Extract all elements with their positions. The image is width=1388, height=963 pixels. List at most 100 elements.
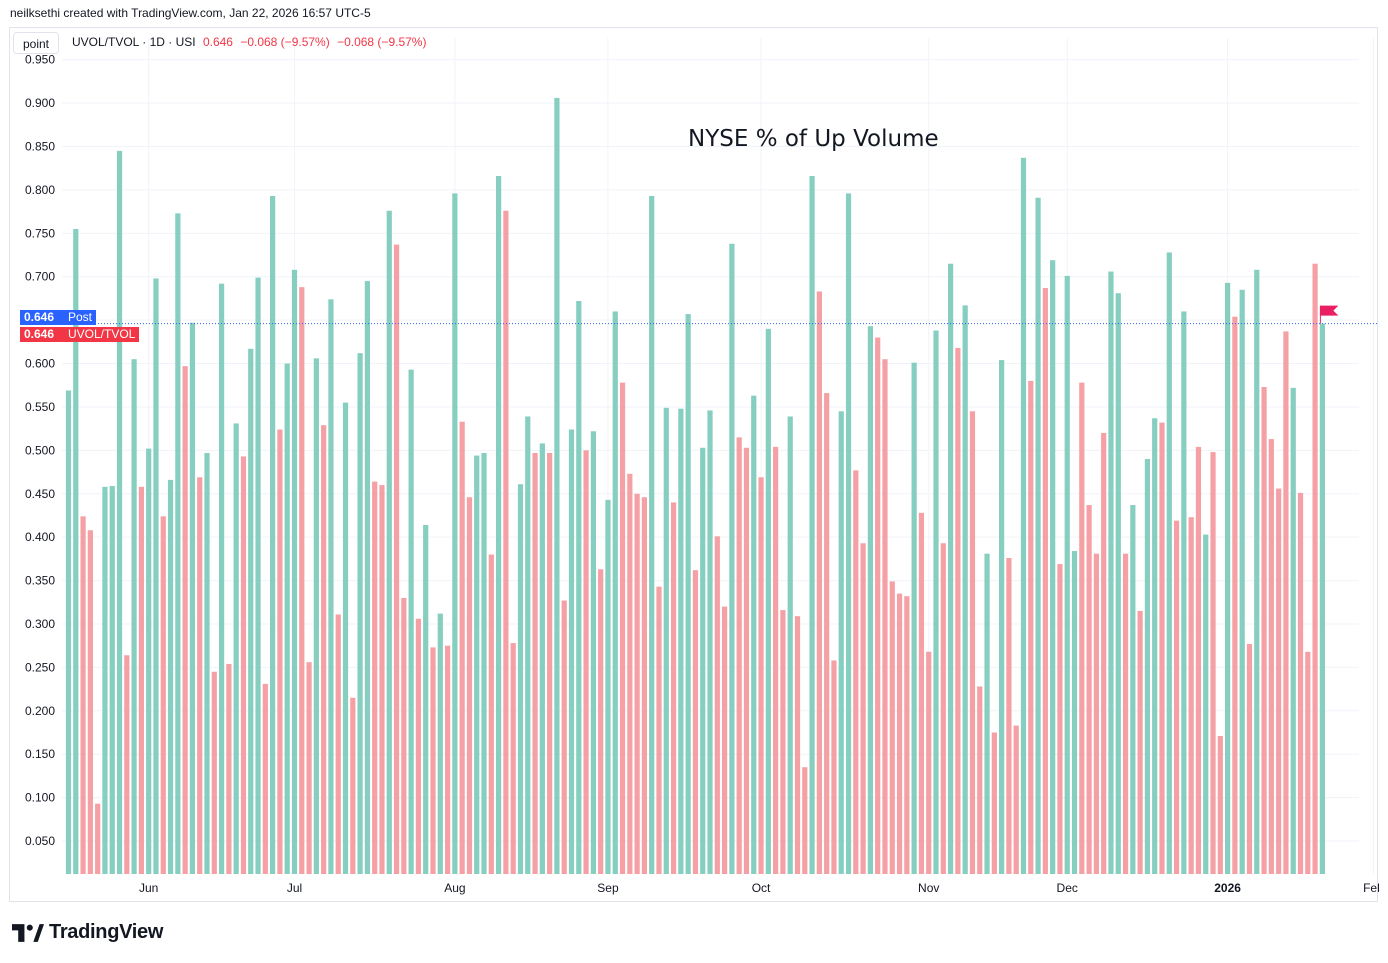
bar <box>911 362 917 874</box>
bar <box>627 473 633 874</box>
bar <box>1210 452 1216 874</box>
bar <box>649 195 655 874</box>
bar <box>218 283 225 874</box>
bar <box>160 516 166 874</box>
bar <box>146 448 152 874</box>
x-tick-label: Aug <box>444 881 465 895</box>
bar <box>444 645 451 874</box>
bar <box>1203 534 1209 874</box>
bar <box>517 484 524 874</box>
bar <box>751 395 757 874</box>
y-tick-label: 0.100 <box>25 791 55 805</box>
chart-title: NYSE % of Up Volume <box>688 126 939 152</box>
bar <box>678 408 684 874</box>
bar <box>1137 610 1143 874</box>
bar <box>350 697 356 874</box>
bar <box>612 311 618 874</box>
bar <box>342 402 349 874</box>
bar <box>109 485 115 874</box>
bar <box>670 502 677 874</box>
bar <box>233 423 239 874</box>
last-price-tag: 0.646 <box>20 327 64 342</box>
bar <box>423 525 429 874</box>
bar <box>1283 331 1289 875</box>
bar <box>437 613 443 874</box>
bar <box>1173 520 1180 874</box>
bar <box>393 244 400 874</box>
bar <box>299 287 305 874</box>
bar <box>1020 157 1027 874</box>
bar <box>1166 252 1172 874</box>
bar <box>1122 553 1129 874</box>
bar <box>313 358 319 875</box>
bar <box>430 647 436 874</box>
tradingview-logo-icon <box>12 923 44 942</box>
bar <box>634 493 640 874</box>
bar <box>1188 517 1194 874</box>
y-tick-label: 0.050 <box>25 834 55 848</box>
bar <box>284 363 290 874</box>
bar <box>1115 293 1121 874</box>
bar <box>262 683 268 874</box>
bar <box>372 481 378 874</box>
bar <box>1239 289 1245 874</box>
bar <box>1108 271 1114 874</box>
bar <box>1086 505 1092 874</box>
bar <box>918 512 925 874</box>
x-tick-label: Jun <box>139 881 158 895</box>
bar <box>65 390 72 874</box>
bar <box>933 330 939 874</box>
bar <box>845 193 852 874</box>
bar <box>466 497 473 874</box>
bar <box>802 767 808 874</box>
bar <box>568 429 575 874</box>
bar <box>386 210 392 874</box>
tradingview-brand: TradingView <box>49 921 164 943</box>
bar <box>736 437 742 874</box>
bar <box>116 150 123 874</box>
bar <box>182 366 188 874</box>
x-tick-label: Feb <box>1363 881 1379 895</box>
bar <box>787 416 793 874</box>
bar <box>1079 382 1085 874</box>
bar <box>955 347 961 874</box>
y-tick-label: 0.300 <box>25 617 55 631</box>
bar <box>977 686 983 874</box>
bar-chart[interactable]: 0.050 0.100 0.150 0.200 0.250 0.300 0.350 0.400… <box>10 28 1379 903</box>
bar <box>1225 282 1231 875</box>
point-button[interactable]: point <box>13 32 59 54</box>
bar <box>838 411 844 874</box>
x-tick-label: Sep <box>597 881 619 895</box>
bar <box>226 663 232 874</box>
bar <box>605 499 611 874</box>
bar <box>270 195 276 874</box>
x-tick-label: Dec <box>1057 881 1078 895</box>
bar <box>1261 386 1267 874</box>
x-tick-label: Nov <box>918 881 939 895</box>
bar <box>1144 459 1151 874</box>
bar <box>95 803 101 874</box>
bar <box>459 421 465 874</box>
bar <box>692 570 699 874</box>
bar <box>291 269 298 874</box>
bar <box>1312 263 1318 874</box>
bar <box>335 614 341 874</box>
flag-icon <box>1320 305 1339 316</box>
bar <box>1297 492 1304 874</box>
bar <box>1071 551 1078 874</box>
tradingview-logo[interactable]: TradingView <box>12 921 163 944</box>
bar <box>831 660 837 874</box>
y-tick-label: 0.950 <box>25 53 55 67</box>
bar <box>474 455 480 874</box>
bar <box>1130 505 1136 874</box>
y-tick-label: 0.550 <box>25 400 55 414</box>
last-label-tag: UVOL/TVOL <box>64 327 140 342</box>
series-legend[interactable]: UVOL/TVOL · 1D · USI 0.646 −0.068 (−9.57… <box>72 35 426 49</box>
bar <box>510 643 516 874</box>
bar <box>1159 422 1165 874</box>
bar <box>583 450 589 874</box>
y-tick-label: 0.600 <box>25 357 55 371</box>
bar <box>255 277 261 874</box>
chart-frame[interactable]: 0.050 0.100 0.150 0.200 0.250 0.300 0.350 0.400… <box>9 27 1379 903</box>
bar <box>969 411 976 874</box>
